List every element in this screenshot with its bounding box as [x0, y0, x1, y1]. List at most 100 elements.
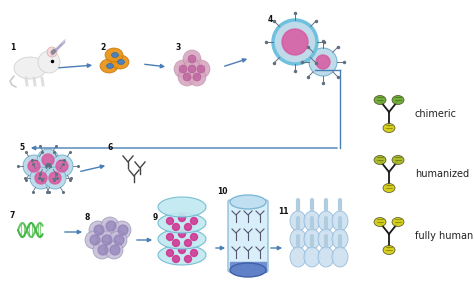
Ellipse shape	[290, 247, 306, 267]
Ellipse shape	[105, 48, 123, 62]
Circle shape	[102, 235, 112, 245]
Ellipse shape	[230, 195, 266, 209]
Circle shape	[183, 60, 201, 78]
Text: 4: 4	[267, 15, 273, 24]
Text: 3: 3	[175, 44, 181, 52]
Text: 5: 5	[19, 144, 25, 153]
Circle shape	[179, 231, 185, 238]
Circle shape	[192, 60, 210, 78]
Circle shape	[184, 240, 191, 246]
Ellipse shape	[158, 229, 206, 249]
Circle shape	[191, 218, 198, 224]
Circle shape	[118, 225, 128, 235]
Circle shape	[316, 55, 330, 69]
Circle shape	[23, 155, 45, 177]
Circle shape	[98, 245, 108, 255]
Ellipse shape	[318, 211, 334, 231]
Ellipse shape	[383, 246, 395, 255]
Circle shape	[188, 55, 196, 63]
Bar	[51, 49, 56, 54]
Ellipse shape	[304, 229, 320, 249]
Ellipse shape	[107, 64, 113, 68]
Ellipse shape	[332, 247, 348, 267]
Ellipse shape	[318, 247, 334, 267]
Circle shape	[178, 68, 196, 86]
Text: 1: 1	[10, 44, 16, 52]
Circle shape	[183, 50, 201, 68]
Text: chimeric: chimeric	[415, 109, 457, 119]
Ellipse shape	[118, 59, 125, 64]
Circle shape	[105, 241, 123, 259]
Circle shape	[56, 160, 68, 172]
Circle shape	[174, 60, 192, 78]
Circle shape	[44, 167, 66, 189]
Circle shape	[179, 65, 187, 73]
Circle shape	[114, 235, 124, 245]
Ellipse shape	[158, 213, 206, 233]
Circle shape	[183, 73, 191, 81]
Circle shape	[113, 221, 131, 239]
Circle shape	[191, 233, 198, 240]
Circle shape	[38, 51, 60, 73]
Ellipse shape	[230, 263, 266, 277]
Ellipse shape	[158, 245, 206, 265]
Ellipse shape	[318, 229, 334, 249]
Ellipse shape	[290, 211, 306, 231]
Circle shape	[94, 225, 104, 235]
Circle shape	[85, 231, 103, 249]
Circle shape	[90, 235, 100, 245]
Ellipse shape	[304, 211, 320, 231]
Circle shape	[106, 221, 116, 231]
Circle shape	[173, 224, 180, 231]
Ellipse shape	[374, 218, 386, 226]
Ellipse shape	[374, 155, 386, 164]
Circle shape	[42, 154, 54, 166]
Circle shape	[309, 48, 337, 76]
Text: fully human: fully human	[415, 231, 473, 241]
Circle shape	[37, 149, 59, 171]
Circle shape	[184, 224, 191, 231]
Circle shape	[166, 249, 173, 256]
Circle shape	[101, 217, 119, 235]
Circle shape	[51, 155, 73, 177]
Circle shape	[47, 47, 57, 57]
Circle shape	[179, 246, 185, 253]
FancyBboxPatch shape	[228, 200, 268, 272]
Ellipse shape	[14, 57, 46, 79]
Circle shape	[166, 218, 173, 224]
Circle shape	[193, 73, 201, 81]
Ellipse shape	[392, 155, 404, 164]
Ellipse shape	[332, 229, 348, 249]
Ellipse shape	[332, 211, 348, 231]
Circle shape	[173, 255, 180, 262]
Circle shape	[109, 231, 127, 249]
Circle shape	[110, 245, 120, 255]
Circle shape	[173, 240, 180, 246]
Ellipse shape	[392, 95, 404, 104]
Circle shape	[273, 20, 317, 64]
Text: humanized: humanized	[415, 169, 469, 179]
Circle shape	[28, 160, 40, 172]
Bar	[230, 262, 266, 272]
Ellipse shape	[290, 229, 306, 249]
Circle shape	[166, 233, 173, 240]
Text: 8: 8	[84, 213, 90, 222]
Circle shape	[191, 249, 198, 256]
Circle shape	[282, 29, 308, 55]
Text: 11: 11	[278, 208, 288, 217]
Circle shape	[89, 221, 107, 239]
Circle shape	[179, 215, 185, 222]
Ellipse shape	[111, 55, 129, 69]
Ellipse shape	[383, 124, 395, 133]
Circle shape	[30, 167, 52, 189]
Ellipse shape	[304, 247, 320, 267]
Text: 10: 10	[217, 188, 227, 197]
Text: 2: 2	[100, 44, 106, 52]
Circle shape	[49, 172, 61, 184]
Circle shape	[188, 65, 196, 73]
Ellipse shape	[111, 52, 118, 57]
Ellipse shape	[392, 218, 404, 226]
Circle shape	[93, 241, 111, 259]
Ellipse shape	[374, 95, 386, 104]
Circle shape	[184, 255, 191, 262]
